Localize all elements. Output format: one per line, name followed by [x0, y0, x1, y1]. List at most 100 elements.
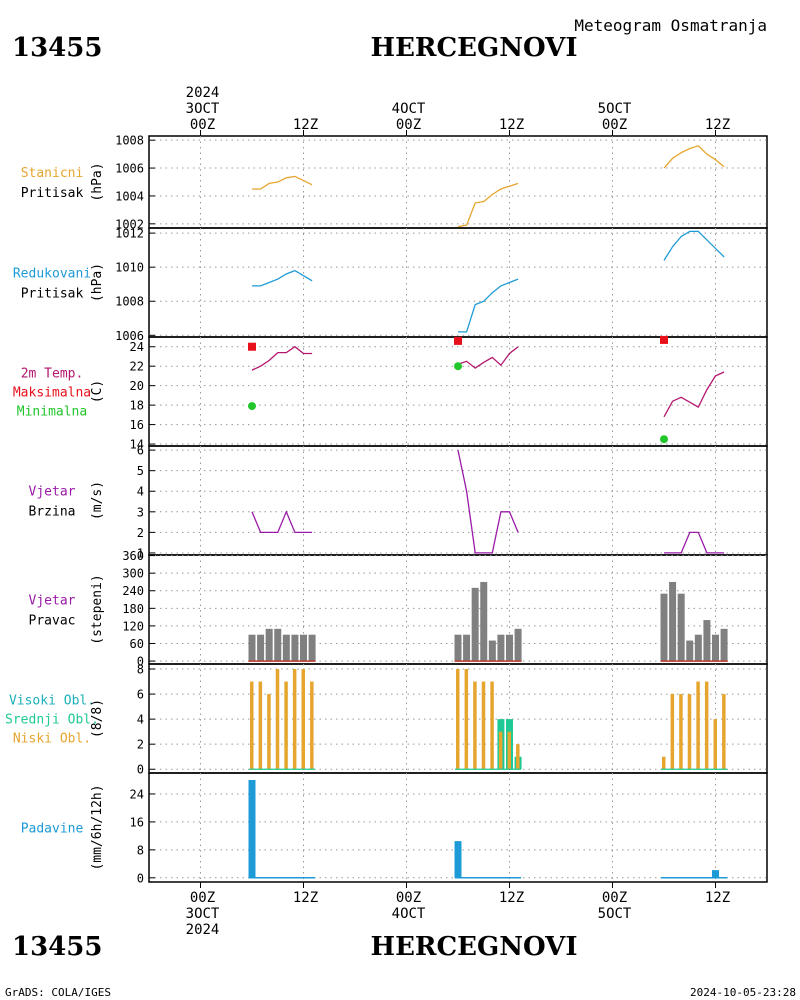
y-axis-label: (8/8) — [90, 699, 105, 738]
wind-direction-bar — [686, 640, 694, 662]
cloud-low-bar — [301, 669, 305, 770]
y-tick-label: 1008 — [115, 134, 144, 148]
panel-label: Maksimalna — [13, 386, 91, 401]
series-line — [664, 531, 725, 554]
cloud-low-bar — [687, 694, 692, 770]
panel-label: Redukovani — [13, 267, 91, 282]
series-line — [457, 346, 519, 369]
minimum-marker — [248, 402, 256, 411]
y-tick-label: 1006 — [115, 329, 144, 343]
station-id-top: 13455 — [12, 33, 102, 63]
cloud-low-bar — [456, 669, 460, 770]
y-axis-label: (stepeni) — [90, 574, 105, 644]
panel-frame — [148, 445, 768, 556]
panel-label: Pravac — [29, 614, 76, 629]
panel-label: Niski Obl. — [13, 732, 91, 747]
bottom-time-label: 2024 — [186, 922, 220, 938]
cloud-low-bar — [275, 669, 280, 770]
panel-label: Visoki Obl. — [9, 694, 95, 709]
panel-label: Stanicni — [21, 166, 84, 181]
top-time-label: 2024 — [186, 85, 220, 101]
y-tick-label: 16 — [130, 418, 144, 432]
top-time-label: 00Z — [190, 117, 215, 133]
panel-label: Srednji Obl. — [5, 713, 99, 728]
series-line — [663, 230, 725, 261]
cloud-low-bar — [696, 681, 700, 770]
top-time-label: 12Z — [293, 117, 318, 133]
wind-direction-bar — [497, 634, 505, 662]
wind-direction-bar — [463, 634, 471, 662]
y-tick-label: 1006 — [115, 162, 144, 176]
series-line — [457, 182, 519, 228]
y-tick-label: 1002 — [115, 217, 144, 231]
y-tick-label: 14 — [130, 438, 144, 452]
top-time-label: 00Z — [396, 117, 421, 133]
header: 13455 HERCEGNOVI Meteogram Osmatranja — [12, 16, 767, 63]
y-tick-label: 300 — [122, 567, 144, 581]
panel-reduced_pressure: 1006 1008 1010 1012 Redukovani Pritisak (hPa) — [13, 227, 768, 343]
wind-direction-bar — [677, 593, 685, 662]
y-tick-label: 6 — [137, 688, 144, 702]
panel-label: Vjetar — [29, 594, 76, 609]
cloud-low-bar — [310, 681, 314, 770]
series-line — [663, 371, 725, 418]
minimum-marker — [660, 435, 668, 444]
station-name-top: HERCEGNOVI — [371, 33, 578, 63]
wind-direction-bar — [703, 620, 711, 662]
panel-label: Brzina — [29, 505, 76, 520]
series-line — [663, 145, 725, 169]
y-tick-label: 8 — [137, 843, 144, 857]
panel-label: Minimalna — [17, 405, 87, 420]
y-tick-label: 120 — [122, 619, 144, 633]
wind-direction-bar — [514, 628, 522, 662]
top-time-label: 5OCT — [598, 101, 632, 117]
series-line — [457, 449, 519, 554]
cloud-low-bar — [284, 681, 288, 770]
cloud-low-bar — [258, 681, 263, 770]
panel-label: Pritisak — [21, 287, 84, 302]
cloud-low-bar — [722, 694, 726, 770]
panel-frame — [148, 772, 768, 883]
top-time-label: 00Z — [602, 117, 627, 133]
panel-frame — [148, 336, 768, 447]
wind-direction-bar — [660, 593, 668, 662]
y-tick-label: 2 — [137, 526, 144, 540]
y-tick-label: 6 — [137, 444, 144, 458]
cloud-low-bar — [713, 719, 717, 770]
series-line — [458, 278, 519, 333]
y-tick-label: 24 — [130, 340, 144, 354]
bottom-time-label: 00Z — [396, 890, 421, 906]
series-line — [251, 345, 313, 371]
y-tick-label: 22 — [130, 360, 144, 374]
precip-bar — [712, 870, 719, 878]
y-tick-label: 0 — [137, 871, 144, 885]
precip-bar — [248, 779, 256, 878]
wind-direction-bar — [694, 634, 702, 662]
panel-wind_speed: 1 2 3 4 5 6 Vjetar Brzina (m/s) — [29, 444, 768, 560]
y-tick-label: 1010 — [115, 261, 144, 275]
top-time-label: 4OCT — [392, 101, 426, 117]
cloud-low-bar — [498, 731, 503, 770]
y-tick-label: 8 — [137, 663, 144, 677]
y-tick-label: 3 — [137, 505, 144, 519]
wind-direction-bar — [669, 581, 677, 662]
cloud-low-bar — [267, 694, 271, 770]
cloud-low-bar — [507, 731, 511, 770]
y-tick-label: 24 — [130, 787, 144, 801]
panel-label: Vjetar — [29, 485, 76, 500]
panel-temperature: 14 16 18 20 22 24 2m Temp. Maksimalna Minimalna(… — [13, 335, 768, 452]
meteogram-subtitle: Meteogram Osmatranja — [574, 16, 767, 35]
wind-direction-bar — [506, 634, 513, 662]
minimum-marker — [454, 362, 462, 371]
y-axis-label: (C) — [90, 380, 105, 403]
y-tick-label: 1012 — [115, 227, 144, 241]
y-tick-label: 4 — [137, 485, 144, 499]
bottom-time-label: 12Z — [705, 890, 730, 906]
wind-direction-bar — [257, 634, 265, 662]
panel-clouds: 0 2 4 6 8 Visoki Obl. Srednji Obl. Niski Obl.(8… — [5, 663, 768, 777]
y-tick-label: 1 — [137, 546, 144, 560]
y-tick-label: 1008 — [115, 295, 144, 309]
